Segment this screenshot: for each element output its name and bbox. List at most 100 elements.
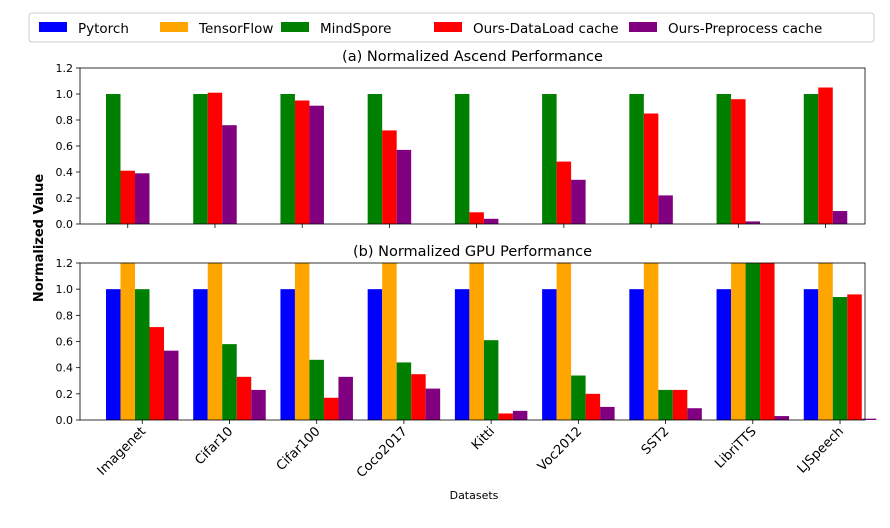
x-tick-label: Coco2017 bbox=[354, 424, 411, 481]
bar bbox=[106, 94, 121, 224]
bar bbox=[483, 218, 499, 224]
legend-swatch bbox=[39, 22, 67, 32]
bar bbox=[643, 263, 659, 420]
y-tick-label: 0.2 bbox=[56, 388, 74, 401]
bar bbox=[251, 389, 266, 420]
bar bbox=[731, 263, 746, 420]
bar bbox=[135, 173, 150, 224]
x-tick-label: SST2 bbox=[639, 424, 673, 458]
panel-title: (b) Normalized GPU Performance bbox=[353, 244, 592, 260]
x-tick-label: LibriTTS bbox=[712, 424, 759, 471]
bar bbox=[818, 263, 833, 420]
bar bbox=[294, 100, 310, 224]
x-tick-label: LJSpeech bbox=[795, 424, 847, 476]
bar bbox=[774, 416, 790, 420]
bar bbox=[411, 374, 426, 420]
bar bbox=[207, 92, 223, 224]
y-tick-label: 1.0 bbox=[56, 88, 74, 101]
bar bbox=[309, 105, 324, 224]
bar bbox=[847, 294, 862, 420]
bar bbox=[643, 113, 659, 224]
bar bbox=[571, 375, 586, 420]
x-tick-label: Kitti bbox=[469, 424, 498, 453]
bar bbox=[483, 340, 499, 420]
bar bbox=[280, 94, 295, 224]
bar bbox=[745, 221, 761, 224]
bar bbox=[760, 263, 775, 420]
bar bbox=[106, 289, 121, 420]
bar bbox=[149, 327, 164, 420]
bar bbox=[469, 263, 484, 420]
y-tick-label: 0.8 bbox=[56, 114, 74, 127]
bar bbox=[120, 263, 135, 420]
panel-ascend: (a) Normalized Ascend Performance 0.0 0.2 0… bbox=[56, 49, 866, 231]
bar bbox=[454, 94, 470, 224]
bar bbox=[294, 263, 310, 420]
bar bbox=[512, 410, 528, 420]
bar bbox=[367, 94, 383, 224]
bar bbox=[803, 94, 819, 224]
legend-swatch bbox=[629, 22, 657, 32]
legend: Pytorch TensorFlow MindSpore Ours-DataLoad … bbox=[28, 12, 875, 43]
y-tick-label: 0.0 bbox=[56, 218, 74, 231]
bar bbox=[396, 149, 412, 224]
y-tick-label: 0.6 bbox=[56, 140, 74, 153]
plot-frame bbox=[79, 262, 866, 421]
bar bbox=[672, 389, 688, 420]
bar bbox=[556, 263, 572, 420]
y-tick-label: 0.6 bbox=[56, 336, 74, 349]
x-tick-label: Cifar100 bbox=[274, 424, 324, 474]
bar bbox=[629, 94, 644, 224]
bar bbox=[135, 289, 150, 420]
y-tick-label: 1.0 bbox=[56, 283, 74, 296]
bar bbox=[164, 350, 179, 420]
x-tick-label: Cifar10 bbox=[192, 424, 236, 468]
bar bbox=[861, 418, 877, 420]
bar bbox=[687, 408, 702, 420]
legend-swatch bbox=[160, 22, 188, 32]
legend-label: MindSpore bbox=[320, 21, 391, 37]
legend-swatch bbox=[434, 22, 462, 32]
legend-swatch bbox=[281, 22, 309, 32]
bar bbox=[585, 393, 601, 420]
bar bbox=[193, 94, 208, 224]
legend-label: Pytorch bbox=[78, 21, 129, 37]
bar bbox=[338, 376, 353, 420]
bar bbox=[309, 359, 324, 420]
bar bbox=[120, 170, 135, 224]
bar bbox=[396, 362, 412, 420]
bar bbox=[745, 263, 761, 420]
bar bbox=[731, 99, 746, 224]
bar bbox=[542, 94, 557, 224]
bar bbox=[818, 87, 833, 224]
y-tick-label: 0.2 bbox=[56, 192, 74, 205]
y-tick-label: 0.4 bbox=[56, 362, 74, 375]
bar bbox=[803, 289, 819, 420]
y-tick-label: 0.4 bbox=[56, 166, 74, 179]
bar bbox=[832, 297, 848, 420]
bar bbox=[222, 125, 237, 224]
bar bbox=[469, 212, 484, 224]
bar bbox=[236, 376, 252, 420]
plot-frame bbox=[79, 67, 866, 225]
bar bbox=[658, 195, 673, 224]
bar bbox=[716, 94, 732, 224]
y-tick-label: 0.8 bbox=[56, 309, 74, 322]
legend-label: Ours-Preprocess cache bbox=[668, 21, 822, 37]
bar bbox=[382, 130, 397, 224]
legend-label: TensorFlow bbox=[198, 21, 273, 37]
x-tick-label: Voc2012 bbox=[535, 424, 585, 474]
bar bbox=[280, 289, 295, 420]
y-tick-label: 0.0 bbox=[56, 414, 74, 427]
x-axis-label: Datasets bbox=[450, 489, 499, 502]
bar bbox=[498, 413, 513, 420]
bar bbox=[832, 211, 848, 224]
y-tick-label: 1.2 bbox=[56, 257, 74, 270]
bar bbox=[425, 388, 441, 420]
bar bbox=[571, 179, 586, 224]
bar bbox=[323, 397, 339, 420]
x-tick-label: Imagenet bbox=[95, 424, 149, 478]
bar bbox=[716, 289, 732, 420]
